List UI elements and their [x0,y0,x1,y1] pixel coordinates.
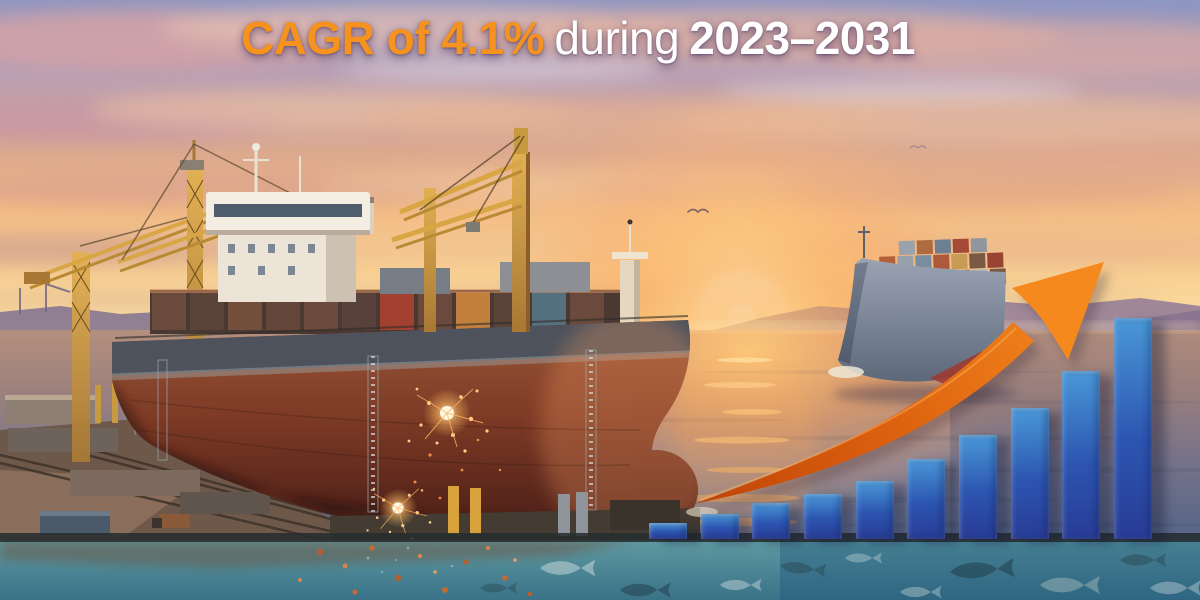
chart-bar [803,493,842,539]
bow-mast [858,226,870,258]
gantry-crane [391,128,530,332]
chart-bar [958,434,997,539]
chart-bar [649,523,687,539]
sinking-pellets [298,545,533,597]
foremast-tower [612,219,648,322]
waterline-seam [0,533,1200,542]
deck-railing [114,315,689,339]
underwater-strip [0,533,1200,600]
headline-cagr: CAGR of 4.1% [240,12,545,64]
welding-sparks [366,387,502,541]
chart-bar [700,514,739,539]
growth-bar-chart [649,318,1152,539]
masts [243,150,301,192]
dry-dock-supports [330,486,700,540]
shipyard-dock [0,380,446,547]
cabin-windows [228,244,315,275]
chart-bar [752,502,791,539]
bubbles [366,546,454,574]
harbor-crane [24,212,207,462]
chart-bar [907,459,946,539]
hull-ladders [157,349,597,513]
superstructure [206,143,374,302]
headline-during: during [554,12,680,64]
chart-bar [855,481,894,539]
deck-cargo [150,262,620,334]
chart-bar [1113,318,1152,539]
bird-icon [909,145,927,149]
dock-containers [5,395,270,535]
chart-bar [1062,371,1101,539]
headline-years: 2023–2031 [689,12,916,64]
chart-bar [1010,407,1049,539]
bridge-windows [214,204,362,217]
headline: CAGR of 4.1% during 2023–2031 [0,12,1156,64]
